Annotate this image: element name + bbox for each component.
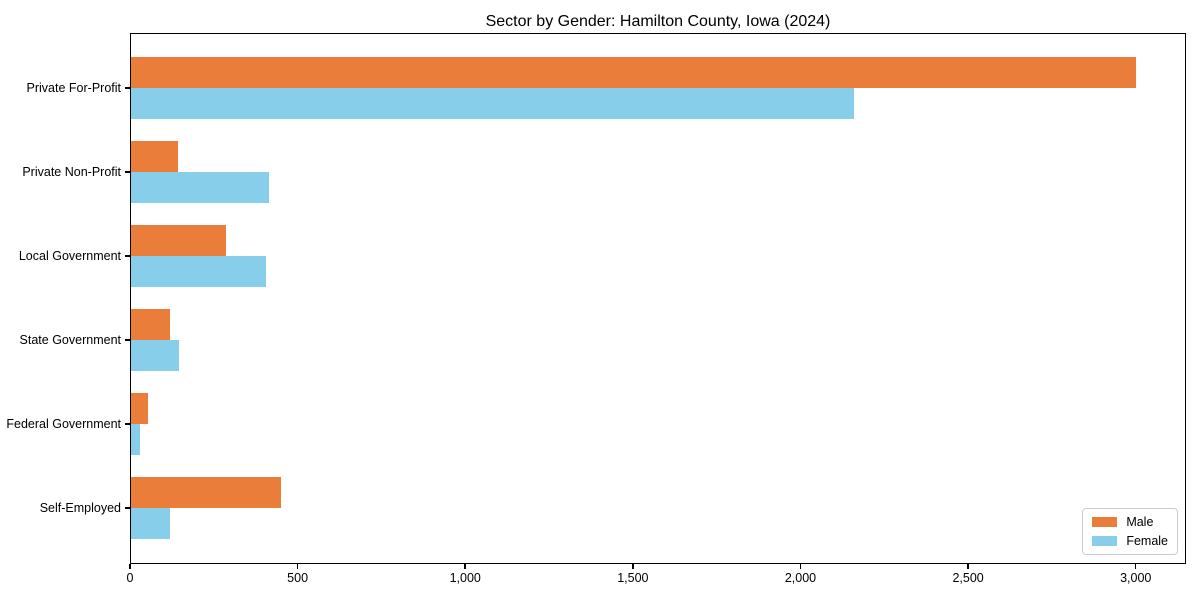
x-tick-label: 1,500 xyxy=(617,571,649,585)
x-tick-label: 1,000 xyxy=(449,571,481,585)
x-tick-mark xyxy=(799,564,802,569)
chart-title: Sector by Gender: Hamilton County, Iowa … xyxy=(485,13,831,30)
x-tick-label: 3,000 xyxy=(1120,571,1152,585)
x-tick-label: 500 xyxy=(287,571,309,585)
legend-entry-female: Female xyxy=(1092,534,1168,548)
y-tick-mark xyxy=(125,255,130,257)
y-tick-mark xyxy=(125,339,130,341)
y-tick-label: Private For-Profit xyxy=(26,81,121,95)
bar-female-private-non-profit xyxy=(130,172,269,203)
x-tick-mark xyxy=(632,564,634,569)
y-tick-label: Self-Employed xyxy=(39,501,121,515)
y-tick-label: Local Government xyxy=(18,249,121,263)
bar-female-local-government xyxy=(130,256,267,287)
y-tick-mark xyxy=(125,507,130,509)
y-tick-mark xyxy=(125,171,130,173)
y-tick-mark xyxy=(125,423,130,425)
bar-male-state-government xyxy=(130,309,171,340)
bar-female-self-employed xyxy=(130,508,170,539)
x-tick-label: 2,000 xyxy=(784,571,817,585)
legend-entry-male: Male xyxy=(1092,515,1168,529)
x-tick-mark xyxy=(1134,564,1137,569)
y-tick-label: State Government xyxy=(19,333,121,347)
legend-swatch-female xyxy=(1092,536,1118,546)
y-tick-mark xyxy=(125,87,130,89)
x-tick-label: 2,500 xyxy=(952,571,984,585)
x-tick-mark xyxy=(464,564,466,569)
bar-male-federal-government xyxy=(130,393,148,424)
bar-female-federal-government xyxy=(130,424,141,455)
x-tick-mark xyxy=(967,564,969,569)
y-tick-label: Federal Government xyxy=(6,417,121,431)
legend-swatch-male xyxy=(1092,517,1118,527)
plot-area: Male Female xyxy=(130,33,1186,564)
x-tick-mark xyxy=(129,564,131,569)
legend-label: Male xyxy=(1126,515,1154,529)
legend-label: Female xyxy=(1126,534,1168,548)
bar-male-local-government xyxy=(130,225,227,256)
y-tick-label: Private Non-Profit xyxy=(22,165,121,179)
bar-male-private-non-profit xyxy=(130,141,178,172)
x-tick-mark xyxy=(296,564,299,569)
bar-female-private-for-profit xyxy=(130,88,855,119)
bar-male-private-for-profit xyxy=(130,57,1136,88)
x-tick-label: 0 xyxy=(126,571,134,585)
legend: Male Female xyxy=(1082,508,1178,555)
bar-male-self-employed xyxy=(130,477,282,508)
bar-female-state-government xyxy=(130,340,179,371)
